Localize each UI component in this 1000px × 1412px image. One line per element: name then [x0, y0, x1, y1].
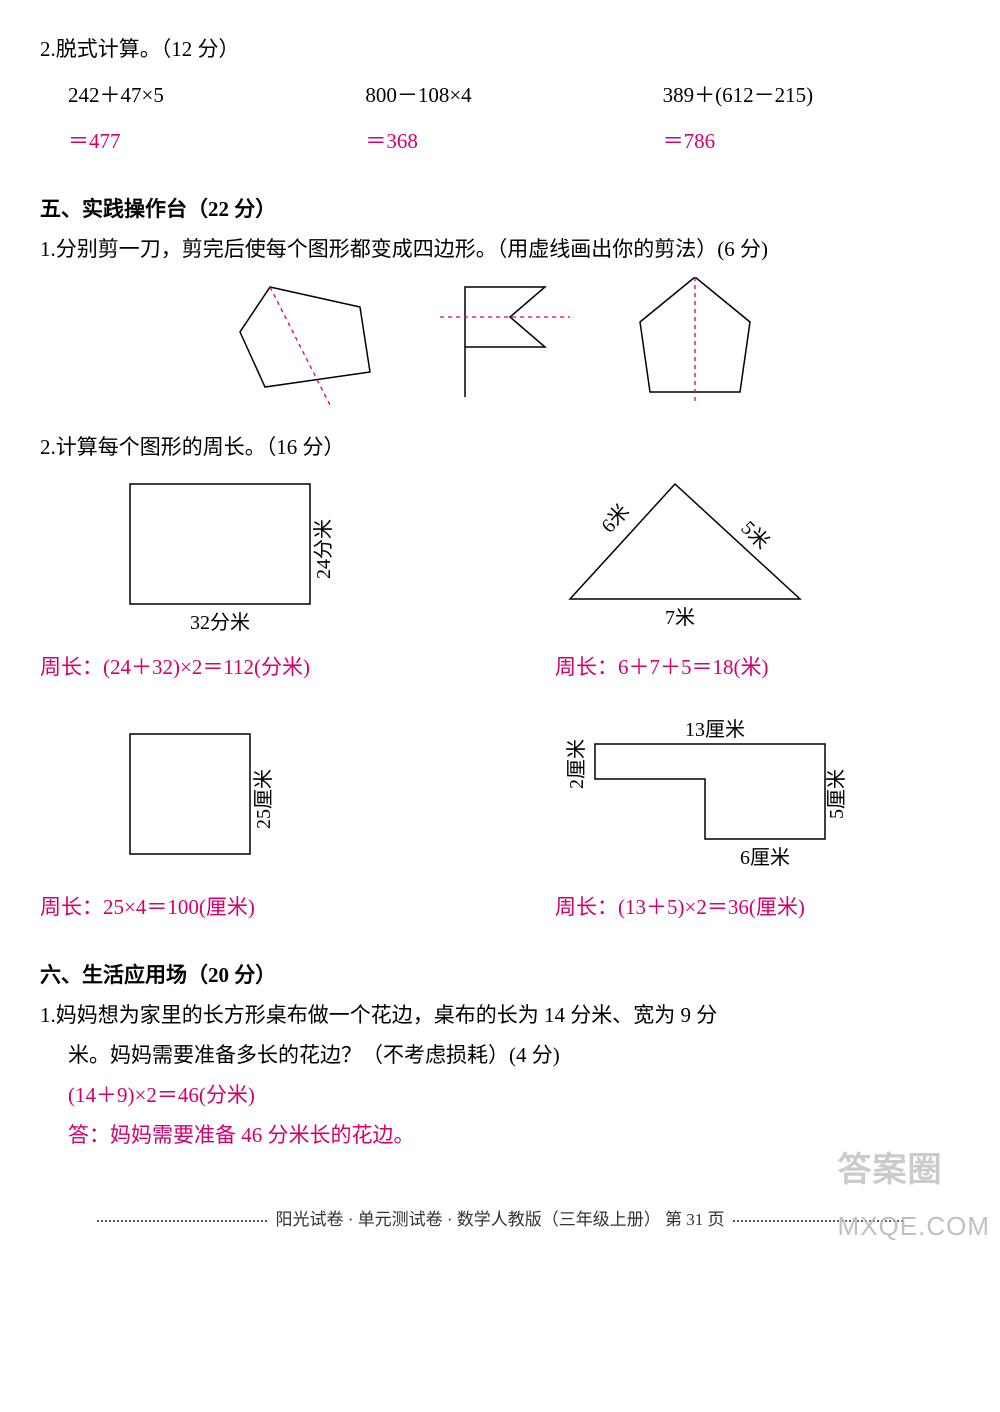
label-24dm: 24分米	[312, 519, 335, 579]
label-5cm: 5厘米	[825, 769, 848, 819]
perim-row-2: 25厘米 周长：25×4＝100(厘米) 13厘米 2厘米 5厘米 6厘米 周长…	[40, 714, 960, 928]
perim-fig-tri: 6米 5米 7米 周长：6＋7＋5＝18(米)	[555, 474, 960, 688]
q2-expr-3: 389＋(612－215)	[663, 76, 960, 116]
q2-ans-1: ＝477	[68, 122, 365, 162]
shape-house	[630, 277, 770, 412]
label-25cm: 25厘米	[252, 769, 275, 829]
perim-ans-rect: 周长：(24＋32)×2＝112(分米)	[40, 648, 515, 688]
label-2cm: 2厘米	[565, 739, 588, 789]
perim-ans-tri: 周长：6＋7＋5＝18(米)	[555, 648, 960, 688]
sec5-q1-shapes	[40, 277, 960, 412]
sec5-q1-text: 1.分别剪一刀，剪完后使每个图形都变成四边形。（用虚线画出你的剪法）(6 分)	[40, 230, 960, 270]
label-6cm: 6厘米	[740, 846, 790, 869]
sec5-q2-text: 2.计算每个图形的周长。（16 分）	[40, 428, 960, 468]
perim-fig-lshape: 13厘米 2厘米 5厘米 6厘米 周长：(13＋5)×2＝36(厘米)	[555, 714, 960, 928]
label-6m: 6米	[597, 500, 634, 538]
sec6-q1-l2: 米。妈妈需要准备多长的花边？（不考虑损耗）(4 分)	[40, 1036, 960, 1076]
q2-title: 2.脱式计算。（12 分）	[40, 30, 960, 70]
label-7m: 7米	[665, 606, 695, 629]
sec6-q1-calc: (14＋9)×2＝46(分米)	[40, 1076, 960, 1116]
q2-expr-1: 242＋47×5	[68, 76, 365, 116]
sec6-q1-l1: 1.妈妈想为家里的长方形桌布做一个花边，桌布的长为 14 分米、宽为 9 分	[40, 996, 960, 1036]
perim-fig-square: 25厘米 周长：25×4＝100(厘米)	[40, 724, 515, 928]
q2-ans-3: ＝786	[663, 122, 960, 162]
perim-fig-rect: 24分米 32分米 周长：(24＋32)×2＝112(分米)	[40, 474, 515, 688]
page-footer: 阳光试卷 · 单元测试卷 · 数学人教版（三年级上册） 第 31 页	[40, 1204, 960, 1236]
label-32dm: 32分米	[190, 611, 250, 634]
perim-row-1: 24分米 32分米 周长：(24＋32)×2＝112(分米) 6米 5米 7米 …	[40, 474, 960, 688]
shape-flag	[440, 277, 580, 412]
q2-ans-2: ＝368	[365, 122, 662, 162]
q2-expr-row: 242＋47×5 800－108×4 389＋(612－215)	[40, 76, 960, 116]
perim-ans-l: 周长：(13＋5)×2＝36(厘米)	[555, 888, 960, 928]
sec6-q1-ans: 答：妈妈需要准备 46 分米长的花边。	[40, 1116, 960, 1156]
q2-expr-2: 800－108×4	[365, 76, 662, 116]
watermark-cn: 答案圈	[838, 1151, 943, 1189]
sec6-head: 六、生活应用场（20 分）	[40, 956, 960, 996]
perim-ans-sq: 周长：25×4＝100(厘米)	[40, 888, 515, 928]
shape-pentagon	[230, 277, 390, 412]
label-5m: 5米	[736, 517, 773, 554]
sec5-head: 五、实践操作台（22 分）	[40, 190, 960, 230]
q2-ans-row: ＝477 ＝368 ＝786	[40, 122, 960, 162]
label-13cm: 13厘米	[685, 718, 745, 741]
